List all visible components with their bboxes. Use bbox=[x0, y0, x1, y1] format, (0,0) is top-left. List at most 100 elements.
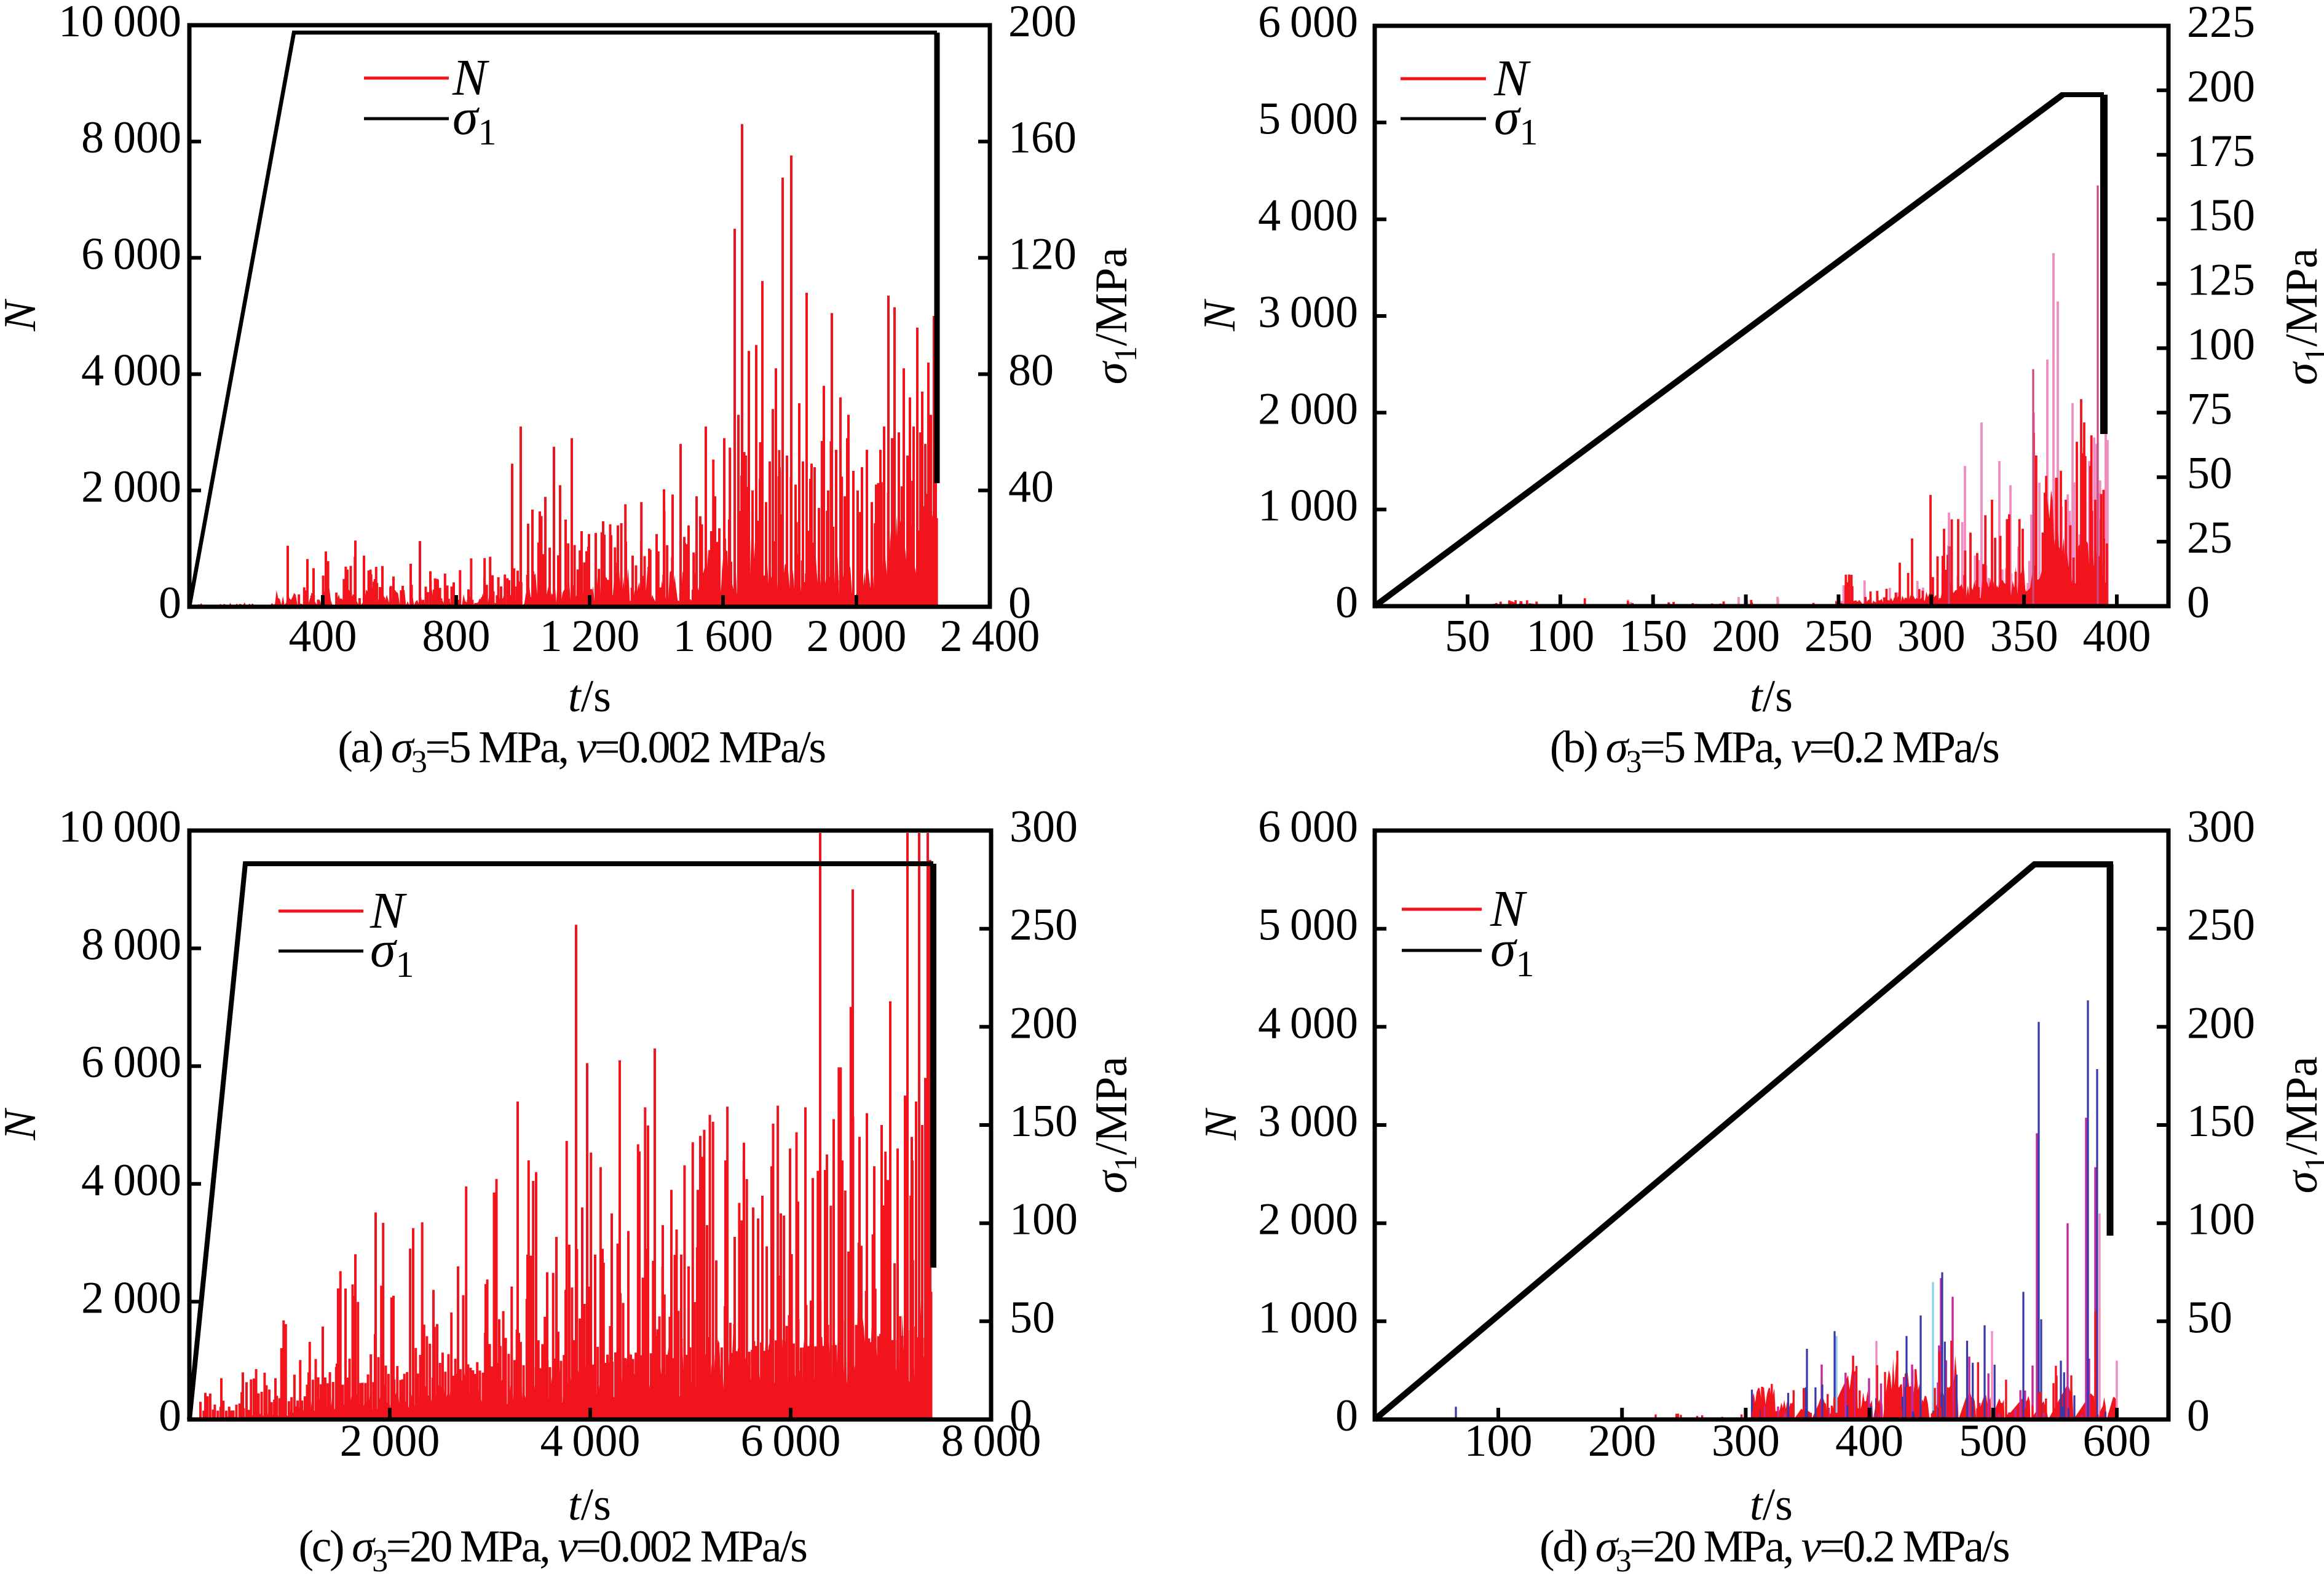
svg-text:2 000: 2 000 bbox=[340, 1416, 440, 1466]
svg-text:1 000: 1 000 bbox=[1258, 1292, 1358, 1343]
svg-text:150: 150 bbox=[1010, 1096, 1078, 1147]
svg-text:t/s: t/s bbox=[568, 671, 611, 722]
svg-text:(a) σ3=5 MPa, v=0.002 MPa/s: (a) σ3=5 MPa, v=0.002 MPa/s bbox=[338, 722, 825, 780]
svg-text:4 000: 4 000 bbox=[81, 345, 181, 396]
svg-text:σ1: σ1 bbox=[1494, 89, 1538, 152]
svg-text:0: 0 bbox=[159, 578, 181, 628]
svg-text:8 000: 8 000 bbox=[81, 113, 181, 163]
svg-text:150: 150 bbox=[2187, 1096, 2255, 1147]
svg-text:50: 50 bbox=[2187, 1292, 2232, 1343]
svg-text:4 000: 4 000 bbox=[1258, 191, 1358, 241]
svg-text:10 000: 10 000 bbox=[58, 0, 181, 47]
svg-text:σ1/MPa: σ1/MPa bbox=[2277, 1057, 2324, 1194]
svg-text:150: 150 bbox=[1619, 611, 1687, 661]
svg-text:σ1: σ1 bbox=[453, 89, 496, 152]
svg-text:350: 350 bbox=[1990, 611, 2058, 661]
svg-text:125: 125 bbox=[2187, 255, 2255, 306]
svg-text:300: 300 bbox=[1010, 802, 1078, 852]
svg-text:120: 120 bbox=[1008, 229, 1077, 279]
svg-text:4 000: 4 000 bbox=[81, 1155, 181, 1206]
svg-text:N: N bbox=[0, 299, 45, 332]
svg-text:40: 40 bbox=[1008, 462, 1054, 512]
svg-text:N: N bbox=[1196, 1108, 1246, 1141]
svg-text:400: 400 bbox=[2083, 611, 2151, 661]
svg-text:0: 0 bbox=[159, 1391, 181, 1441]
svg-text:100: 100 bbox=[2187, 1194, 2255, 1245]
svg-text:2 000: 2 000 bbox=[81, 1273, 181, 1323]
svg-text:300: 300 bbox=[2187, 802, 2255, 852]
svg-text:σ1: σ1 bbox=[370, 921, 414, 985]
svg-text:50: 50 bbox=[2187, 448, 2232, 499]
svg-text:1 000: 1 000 bbox=[1258, 481, 1358, 531]
svg-text:250: 250 bbox=[1010, 900, 1078, 950]
svg-text:2 000: 2 000 bbox=[1258, 1194, 1358, 1245]
svg-text:80: 80 bbox=[1008, 345, 1054, 396]
svg-text:225: 225 bbox=[2187, 0, 2255, 47]
svg-text:600: 600 bbox=[2083, 1416, 2151, 1466]
svg-text:6 000: 6 000 bbox=[1258, 0, 1358, 47]
svg-text:50: 50 bbox=[1010, 1292, 1055, 1343]
svg-text:0: 0 bbox=[1335, 577, 1358, 628]
svg-text:3 000: 3 000 bbox=[1258, 287, 1358, 338]
svg-text:300: 300 bbox=[1897, 611, 1966, 661]
svg-text:N: N bbox=[1493, 50, 1531, 107]
svg-text:N: N bbox=[0, 1108, 45, 1141]
svg-text:10 000: 10 000 bbox=[58, 802, 181, 852]
svg-text:0: 0 bbox=[2187, 577, 2210, 628]
svg-text:5 000: 5 000 bbox=[1258, 93, 1358, 144]
svg-text:N: N bbox=[1195, 299, 1245, 332]
svg-text:6 000: 6 000 bbox=[741, 1416, 841, 1466]
svg-text:150: 150 bbox=[2187, 191, 2255, 241]
svg-text:160: 160 bbox=[1008, 113, 1077, 163]
svg-text:(d) σ3=20 MPa, v=0.2 MPa/s: (d) σ3=20 MPa, v=0.2 MPa/s bbox=[1539, 1522, 2009, 1579]
svg-text:2 400: 2 400 bbox=[940, 611, 1040, 661]
svg-text:2 000: 2 000 bbox=[807, 611, 907, 661]
svg-text:σ1/MPa: σ1/MPa bbox=[1086, 248, 1144, 385]
svg-text:0: 0 bbox=[2187, 1391, 2210, 1441]
svg-text:t/s: t/s bbox=[1750, 1480, 1793, 1530]
svg-text:6 000: 6 000 bbox=[1258, 802, 1358, 852]
svg-text:50: 50 bbox=[1445, 611, 1490, 661]
svg-text:0: 0 bbox=[1008, 578, 1031, 628]
svg-text:σ1: σ1 bbox=[1490, 920, 1534, 984]
svg-text:0: 0 bbox=[1010, 1391, 1032, 1441]
svg-text:25: 25 bbox=[2187, 513, 2232, 563]
svg-text:5 000: 5 000 bbox=[1258, 900, 1358, 950]
svg-text:N: N bbox=[1490, 880, 1527, 938]
svg-text:200: 200 bbox=[2187, 998, 2255, 1048]
svg-text:800: 800 bbox=[422, 611, 491, 661]
svg-text:250: 250 bbox=[2187, 900, 2255, 950]
svg-text:0: 0 bbox=[1335, 1391, 1358, 1441]
svg-text:250: 250 bbox=[1804, 611, 1873, 661]
svg-text:500: 500 bbox=[1959, 1416, 2027, 1466]
svg-text:6 000: 6 000 bbox=[81, 229, 181, 279]
svg-text:200: 200 bbox=[1588, 1416, 1656, 1466]
svg-text:175: 175 bbox=[2187, 126, 2255, 176]
svg-text:200: 200 bbox=[2187, 61, 2255, 112]
svg-text:σ1/MPa: σ1/MPa bbox=[1086, 1057, 1144, 1194]
svg-text:200: 200 bbox=[1008, 0, 1077, 47]
svg-text:t/s: t/s bbox=[568, 1480, 611, 1530]
svg-text:t/s: t/s bbox=[1750, 671, 1793, 722]
svg-text:2 000: 2 000 bbox=[81, 462, 181, 512]
svg-text:6 000: 6 000 bbox=[81, 1037, 181, 1088]
svg-text:200: 200 bbox=[1010, 998, 1078, 1048]
svg-text:400: 400 bbox=[1835, 1416, 1903, 1466]
svg-text:4 000: 4 000 bbox=[540, 1416, 641, 1466]
svg-text:100: 100 bbox=[1464, 1416, 1533, 1466]
svg-text:200: 200 bbox=[1712, 611, 1780, 661]
svg-text:8 000: 8 000 bbox=[81, 920, 181, 970]
svg-text:N: N bbox=[370, 882, 407, 939]
svg-text:3 000: 3 000 bbox=[1258, 1096, 1358, 1147]
svg-text:(b) σ3=5 MPa, v=0.2 MPa/s: (b) σ3=5 MPa, v=0.2 MPa/s bbox=[1550, 722, 1999, 780]
svg-text:1 600: 1 600 bbox=[673, 611, 773, 661]
svg-text:8 000: 8 000 bbox=[941, 1416, 1041, 1466]
svg-text:100: 100 bbox=[1526, 611, 1594, 661]
svg-text:σ1/MPa: σ1/MPa bbox=[2277, 248, 2324, 385]
svg-text:100: 100 bbox=[2187, 319, 2255, 369]
svg-text:300: 300 bbox=[1712, 1416, 1780, 1466]
svg-text:2 000: 2 000 bbox=[1258, 384, 1358, 434]
svg-text:4 000: 4 000 bbox=[1258, 998, 1358, 1048]
svg-text:400: 400 bbox=[289, 611, 357, 661]
svg-text:100: 100 bbox=[1010, 1194, 1078, 1245]
